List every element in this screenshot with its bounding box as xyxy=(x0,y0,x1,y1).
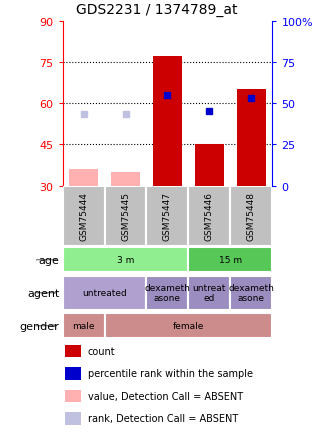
Bar xyxy=(188,247,272,273)
Bar xyxy=(63,186,105,246)
Text: age: age xyxy=(38,255,59,265)
Bar xyxy=(65,412,81,425)
Text: percentile rank within the sample: percentile rank within the sample xyxy=(88,368,253,378)
Text: GSM75444: GSM75444 xyxy=(79,192,88,240)
Text: GSM75447: GSM75447 xyxy=(163,192,172,240)
Text: GSM75446: GSM75446 xyxy=(205,192,214,240)
Text: dexameth
asone: dexameth asone xyxy=(228,283,274,302)
Bar xyxy=(230,276,272,310)
Bar xyxy=(195,145,224,186)
Bar xyxy=(105,313,272,339)
Bar xyxy=(111,173,140,186)
Bar xyxy=(63,276,146,310)
Text: count: count xyxy=(88,346,115,356)
Text: GSM75445: GSM75445 xyxy=(121,192,130,240)
Text: GSM75448: GSM75448 xyxy=(247,192,256,240)
Bar xyxy=(153,57,182,186)
Bar xyxy=(188,276,230,310)
Bar xyxy=(188,186,230,246)
Text: 3 m: 3 m xyxy=(117,256,134,265)
Bar xyxy=(65,367,81,380)
Bar xyxy=(230,186,272,246)
Text: agent: agent xyxy=(27,288,59,298)
Text: male: male xyxy=(72,322,95,330)
Bar xyxy=(69,170,98,186)
Bar xyxy=(237,90,266,186)
Text: 15 m: 15 m xyxy=(219,256,242,265)
Bar xyxy=(65,390,81,402)
Text: rank, Detection Call = ABSENT: rank, Detection Call = ABSENT xyxy=(88,414,238,424)
Bar xyxy=(105,186,146,246)
Text: untreated: untreated xyxy=(82,289,127,297)
Bar xyxy=(63,247,188,273)
Bar xyxy=(63,313,105,339)
Bar xyxy=(65,345,81,357)
Text: GDS2231 / 1374789_at: GDS2231 / 1374789_at xyxy=(76,3,237,17)
Text: untreat
ed: untreat ed xyxy=(193,283,226,302)
Text: gender: gender xyxy=(20,321,59,331)
Bar xyxy=(146,276,188,310)
Bar xyxy=(146,186,188,246)
Text: dexameth
asone: dexameth asone xyxy=(145,283,190,302)
Text: value, Detection Call = ABSENT: value, Detection Call = ABSENT xyxy=(88,391,243,401)
Text: female: female xyxy=(173,322,204,330)
